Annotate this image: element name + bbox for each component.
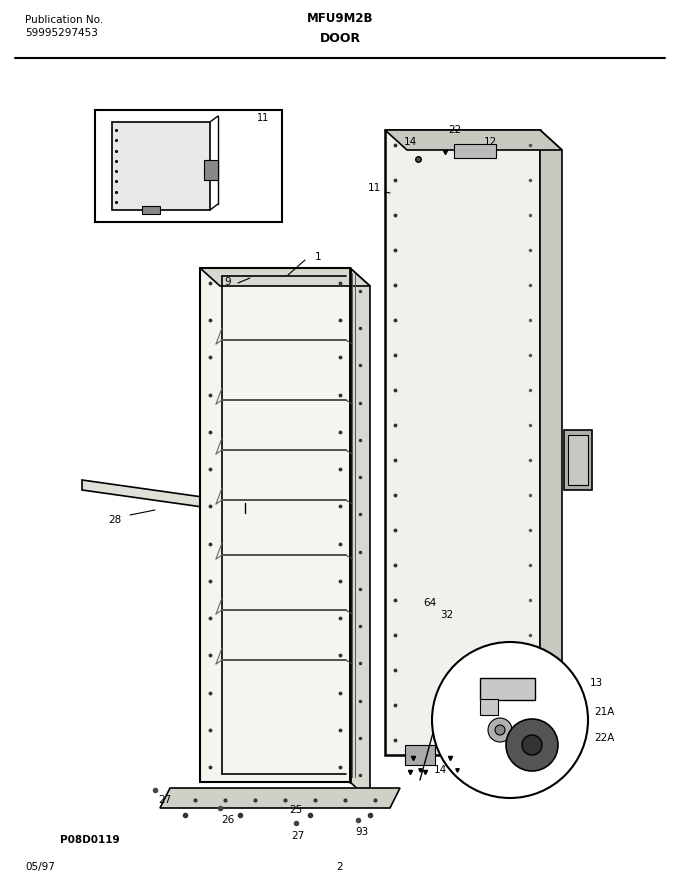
Text: DOOR: DOOR <box>320 32 360 45</box>
Polygon shape <box>160 788 400 808</box>
Polygon shape <box>540 130 562 775</box>
Bar <box>204 160 218 180</box>
Circle shape <box>488 718 512 742</box>
Text: 11: 11 <box>367 183 381 193</box>
Text: MFU9M2B: MFU9M2B <box>307 12 373 25</box>
Text: 26: 26 <box>222 815 235 825</box>
Bar <box>564 430 592 490</box>
Text: P08D0119: P08D0119 <box>60 835 120 845</box>
Bar <box>95 110 282 222</box>
Bar <box>454 144 496 158</box>
Text: 22: 22 <box>448 125 462 135</box>
Circle shape <box>506 719 558 771</box>
Text: 25: 25 <box>290 805 303 815</box>
Text: 2: 2 <box>337 862 343 872</box>
Bar <box>450 750 470 765</box>
Text: 27: 27 <box>291 831 305 841</box>
Polygon shape <box>385 130 562 150</box>
Text: 27: 27 <box>158 795 171 805</box>
Bar <box>405 745 435 765</box>
Text: 64: 64 <box>424 598 437 608</box>
Bar <box>480 678 535 700</box>
Circle shape <box>432 642 588 798</box>
Circle shape <box>495 725 505 735</box>
Text: Publication No.: Publication No. <box>25 15 103 25</box>
Polygon shape <box>200 268 370 286</box>
Text: 13: 13 <box>590 678 603 688</box>
Text: 05/97: 05/97 <box>25 862 55 872</box>
Text: 28: 28 <box>108 515 122 525</box>
Bar <box>385 130 540 755</box>
Bar <box>142 206 160 214</box>
Text: 1: 1 <box>315 252 322 262</box>
Text: 11: 11 <box>257 113 269 123</box>
Text: 93: 93 <box>356 827 369 837</box>
Text: 32: 32 <box>441 610 454 620</box>
Bar <box>568 435 588 485</box>
Text: 12: 12 <box>483 137 496 147</box>
Text: 14: 14 <box>403 137 417 147</box>
Text: 21A: 21A <box>594 707 614 717</box>
Bar <box>112 122 210 210</box>
Text: 9: 9 <box>224 277 231 287</box>
Text: 59995297453: 59995297453 <box>25 28 98 38</box>
Polygon shape <box>82 480 245 513</box>
Text: 22A: 22A <box>594 733 614 743</box>
Polygon shape <box>350 268 370 800</box>
Circle shape <box>522 735 542 755</box>
Bar <box>480 699 498 715</box>
Bar <box>200 268 350 782</box>
Text: 14: 14 <box>433 765 447 775</box>
